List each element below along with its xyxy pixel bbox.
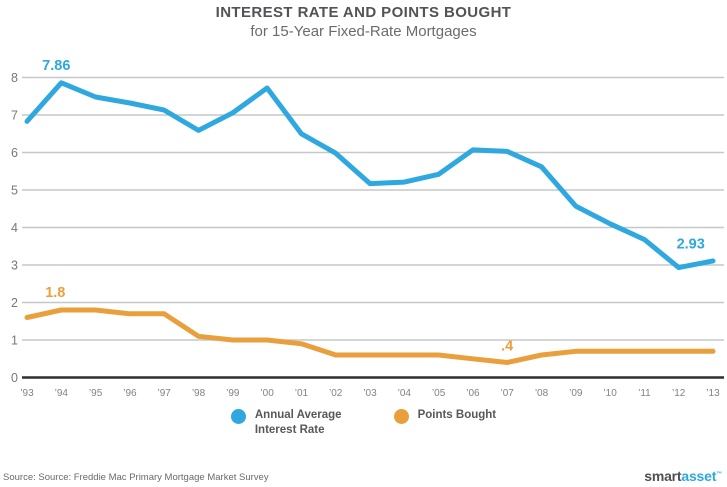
x-axis-tick: ’93 (20, 388, 34, 399)
y-axis-tick: 5 (11, 184, 18, 198)
x-axis-tick: ’95 (89, 388, 103, 399)
series-line (24, 80, 716, 271)
value-label: 1.8 (45, 285, 65, 301)
legend-item-points-bought: Points Bought (393, 408, 497, 424)
x-axis-tick: ’01 (295, 388, 309, 399)
logo-asset: asset (681, 468, 717, 484)
y-axis-tick: 3 (11, 259, 18, 273)
title-block: INTEREST RATE AND POINTS BOUGHT for 15-Y… (0, 4, 727, 40)
x-axis-tick: ’98 (192, 388, 206, 399)
legend-label-points-bought: Points Bought (417, 409, 497, 421)
y-axis-tick: 7 (11, 109, 18, 123)
x-axis-tick: ’06 (466, 388, 480, 399)
y-axis-tick: 0 (11, 371, 18, 385)
legend-label-line2: Interest Rate (254, 423, 325, 436)
interest-rate-dot-icon (230, 409, 246, 424)
page-title: INTEREST RATE AND POINTS BOUGHT (215, 4, 512, 21)
y-axis-tick: 1 (11, 334, 18, 348)
x-axis-tick: ’05 (432, 388, 446, 399)
x-axis-tick: ’99 (226, 388, 240, 399)
chart-legend: Annual Average Interest Rate Points Boug… (0, 408, 727, 438)
value-label: 2.93 (677, 237, 705, 253)
x-axis-tick: ’10 (603, 388, 617, 399)
x-axis-tick: ’94 (55, 388, 69, 399)
source-note: Source: Source: Freddie Mac Primary Mort… (3, 472, 269, 483)
x-axis-tick: ’12 (672, 388, 686, 399)
x-axis-tick: ’13 (706, 388, 720, 399)
y-axis-tick: 8 (11, 71, 18, 85)
x-axis-tick: ’07 (501, 388, 515, 399)
legend-label-line1: Annual Average (254, 409, 342, 421)
page-subtitle: for 15-Year Fixed-Rate Mortgages (250, 23, 477, 40)
x-axis-tick: ’96 (123, 388, 137, 399)
series-line (24, 307, 716, 365)
x-axis-tick: ’08 (535, 388, 549, 399)
points-bought-dot-icon (393, 409, 409, 424)
x-axis-tick: ’03 (363, 388, 377, 399)
x-axis-tick: ’11 (638, 388, 651, 399)
x-axis-tick: ’00 (260, 388, 274, 399)
logo-smart: smart (644, 468, 682, 484)
legend-label-interest-rate: Annual Average Interest Rate (255, 408, 342, 438)
x-axis-tick: ’02 (329, 388, 343, 399)
value-label: 7.86 (42, 58, 70, 74)
y-axis-tick: 6 (11, 146, 18, 160)
y-axis-tick: 2 (11, 296, 18, 310)
x-axis-tick: ’09 (569, 388, 583, 399)
value-label: .4 (501, 339, 513, 355)
x-axis-tick: ’97 (158, 388, 172, 399)
y-axis-tick: 4 (11, 221, 18, 235)
smartasset-logo: smartasset™ (644, 468, 722, 484)
legend-item-interest-rate: Annual Average Interest Rate (230, 408, 342, 438)
line-chart: 0 1 2 3 4 5 6 7 8 ’93 ’94 ’95 ’96 ’97 ’98 ’99 ’00 ’01 ’02 ’… (11, 58, 724, 399)
trademark-icon: ™ (716, 471, 722, 478)
x-axis-tick: ’04 (398, 388, 412, 399)
